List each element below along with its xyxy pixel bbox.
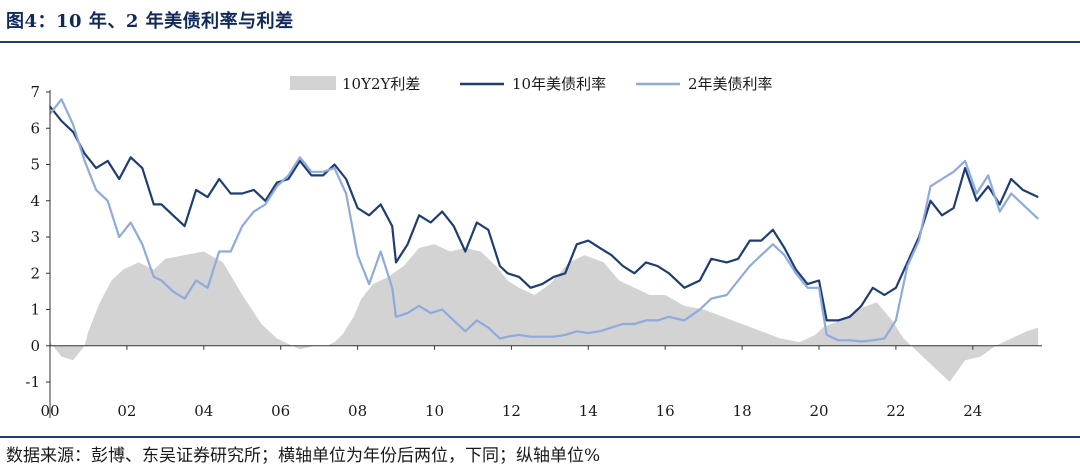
- series-line-10y: [49, 105, 1039, 322]
- chart-title: 图4：10 年、2 年美债利率与利差: [6, 11, 294, 32]
- bottom-divider: [0, 436, 1080, 438]
- series-area-spread: [50, 244, 1039, 382]
- legend-item: 2年美债利率: [636, 75, 773, 93]
- x-tick-label: 24: [963, 402, 982, 420]
- y-tick-label: 6: [30, 119, 40, 137]
- legend-label: 10Y2Y利差: [342, 75, 420, 93]
- x-tick-label: 22: [886, 402, 905, 420]
- x-tick-label: 04: [194, 402, 213, 420]
- legend-item: 10Y2Y利差: [290, 75, 420, 93]
- y-tick-label: 4: [30, 192, 40, 210]
- y-tick-label: 5: [30, 156, 40, 174]
- x-tick-label: 10: [425, 402, 444, 420]
- x-tick-label: 00: [40, 402, 59, 420]
- legend-label: 10年美债利率: [512, 75, 606, 93]
- x-tick-label: 18: [733, 402, 752, 420]
- x-tick-label: 14: [579, 402, 598, 420]
- y-tick-label: -1: [25, 373, 40, 391]
- x-tick-label: 12: [502, 402, 521, 420]
- y-tick-label: 7: [30, 83, 40, 101]
- x-tick-label: 20: [809, 402, 828, 420]
- legend-item: 10年美债利率: [460, 75, 606, 93]
- y-tick-label: 0: [30, 337, 40, 355]
- series-line-2y: [49, 98, 1039, 343]
- source-note: 数据来源：彭博、东吴证券研究所；横轴单位为年份后两位，下同；纵轴单位%: [6, 446, 601, 466]
- y-tick-label: 2: [30, 264, 40, 282]
- legend: 10Y2Y利差 10年美债利率 2年美债利率: [290, 75, 773, 93]
- x-tick-label: 08: [348, 402, 367, 420]
- x-tick-label: 02: [117, 402, 136, 420]
- legend-label: 2年美债利率: [688, 75, 773, 93]
- legend-swatch: [290, 76, 336, 90]
- top-divider: [0, 41, 1080, 43]
- x-tick-label: 16: [656, 402, 675, 420]
- x-tick-label: 06: [271, 402, 290, 420]
- plot-layer: [49, 98, 1039, 382]
- y-tick-label: 3: [30, 228, 40, 246]
- y-tick-label: 1: [30, 301, 40, 319]
